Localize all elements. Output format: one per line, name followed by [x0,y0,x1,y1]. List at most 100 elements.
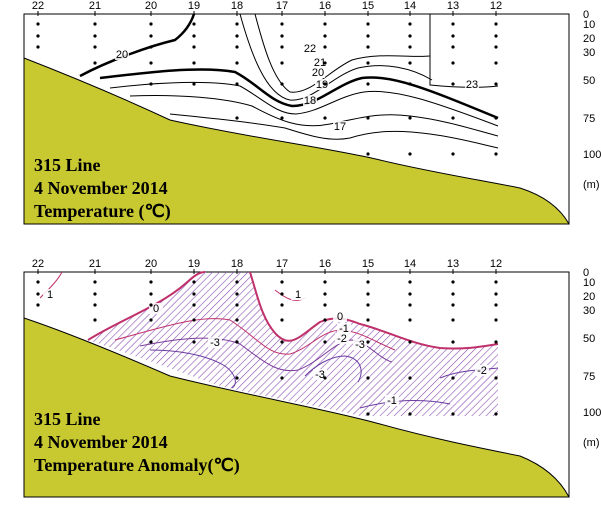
sample-point [451,82,455,86]
sample-point [366,116,370,120]
caption-line: 4 November 2014 [34,178,168,198]
chart-caption: 315 Line 4 November 2014 Temperature Ano… [34,408,240,477]
station-label: 19 [188,258,200,270]
sample-points [36,22,498,156]
depth-unit-label: (m) [583,179,600,191]
sample-point [323,303,327,307]
sample-point [323,116,327,120]
depth-tick-label: 100 [583,407,601,419]
depth-tick-label: 75 [583,371,595,383]
contour-label-bg [337,323,351,334]
sample-point [366,376,370,380]
contour-20b [99,68,499,120]
sample-point [494,376,498,380]
sample-point [149,318,153,322]
sample-point [494,412,498,416]
station-label: 17 [276,258,288,270]
sample-point [451,34,455,38]
sample-point [192,318,196,322]
contour-label: -3 [210,337,220,349]
sample-point [408,61,412,65]
sample-point [280,116,284,120]
sample-point [149,280,153,284]
sample-point [192,61,196,65]
sample-point [494,292,498,296]
sample-point [366,22,370,26]
sample-point [451,116,455,120]
depth-tick-label: 30 [583,305,595,317]
sample-point [366,152,370,156]
sample-point [192,34,196,38]
sample-point [323,22,327,26]
sample-point [494,45,498,49]
contour-label: 0 [153,303,159,315]
sample-point [408,340,412,344]
contour-label-bg [303,43,317,54]
contour-20 [79,13,196,78]
sample-point [494,280,498,284]
sample-point [408,318,412,322]
sample-point [93,34,97,38]
sample-point [408,82,412,86]
sample-point [280,280,284,284]
contour-label-bg [475,365,489,376]
contour-label-bg [465,79,479,90]
sample-point [93,292,97,296]
sample-point [149,34,153,38]
sample-point [192,292,196,296]
sample-point [451,280,455,284]
station-label: 12 [490,258,502,270]
contour-minus2-right [439,367,499,379]
sample-point [494,116,498,120]
sample-point [451,303,455,307]
sample-point [408,280,412,284]
sample-point [235,318,239,322]
contour-label-bg [335,333,349,344]
sample-point [494,152,498,156]
station-labels: 22 21 20 19 18 17 16 15 14 13 12 [32,258,502,270]
station-label: 20 [145,0,157,12]
depth-tick-label: 20 [583,291,595,303]
contour-label: 17 [334,121,346,133]
depth-tick-label: 75 [583,113,595,125]
sample-point [192,45,196,49]
contour-1-left [39,271,63,299]
sample-point [494,82,498,86]
contour-minus1 [114,318,396,355]
sample-point [280,292,284,296]
sample-point [235,376,239,380]
station-label: 21 [89,0,101,12]
sample-point [36,45,40,49]
sample-point [235,303,239,307]
station-label: 14 [404,258,416,270]
sample-point [366,280,370,284]
contour-label: 23 [466,79,478,91]
station-label: 14 [404,0,416,12]
depth-unit-label: (m) [583,437,600,449]
sample-point [323,82,327,86]
sample-point [323,280,327,284]
sample-point [408,116,412,120]
sample-point [408,292,412,296]
sample-point [235,61,239,65]
temperature-anomaly-section-panel: 22 21 20 19 18 17 16 15 14 13 12 1 0 1 0 -1 -2 -3 -3 -3 -2-… [0,258,601,519]
sample-point [366,303,370,307]
station-label: 22 [32,258,44,270]
contour-label: 19 [316,79,328,91]
sample-point [408,152,412,156]
sample-point [451,412,455,416]
station-label: 17 [276,0,288,12]
contour-label-bg [333,121,347,132]
sample-point [451,292,455,296]
sample-point [366,318,370,322]
sample-point [149,340,153,344]
sample-point [451,340,455,344]
caption-line: Temperature (℃) [34,201,171,221]
depth-tick-label: 50 [583,333,595,345]
station-label: 13 [447,0,459,12]
station-label: 19 [188,0,200,12]
caption-line: 315 Line [34,409,101,429]
contour-label-bg [208,337,222,348]
sample-point [36,22,40,26]
depth-tick-label: 0 [583,9,589,21]
